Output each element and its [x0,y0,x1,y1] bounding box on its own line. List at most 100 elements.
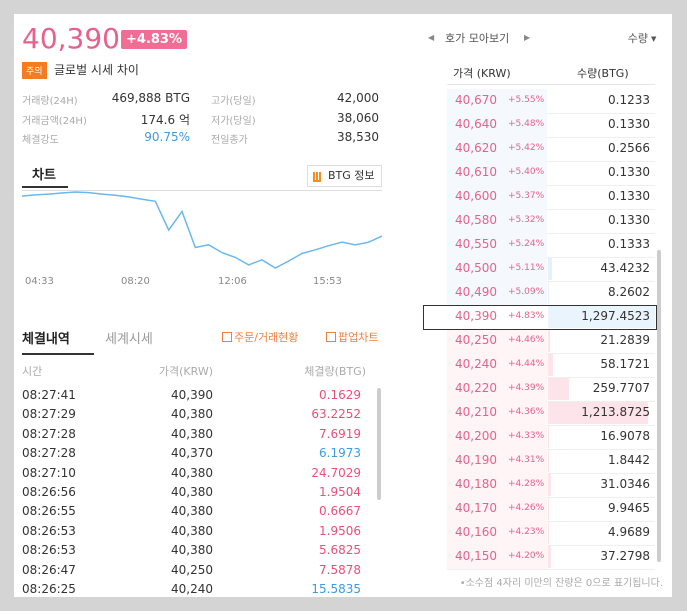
row-bg [447,377,547,401]
book-pct: +4.26% [508,503,545,513]
book-qty[interactable]: 0.1330 [608,117,650,131]
book-price[interactable]: 40,170 [455,501,497,515]
stat-value: 174.6 억 [140,112,190,127]
trade-price: 40,390 [171,388,213,402]
row-bg [447,521,547,545]
book-qty[interactable]: 8.2602 [608,285,650,299]
trade-price: 40,240 [171,582,213,596]
trade-tab[interactable]: 세계시세 [105,332,153,347]
book-qty[interactable]: 9.9465 [608,501,650,515]
row-bg [447,353,547,377]
book-price[interactable]: 40,640 [455,117,497,131]
book-qty[interactable]: 43.4232 [600,261,650,275]
qty-bar [548,306,655,328]
book-price[interactable]: 40,160 [455,525,497,539]
book-qty[interactable]: 0.1333 [608,237,650,251]
stat-value: 38,530 [337,130,379,144]
book-qty[interactable]: 16.9078 [600,429,650,443]
trade-link[interactable]: 주문/거래현황 [234,331,299,344]
book-price[interactable]: 40,670 [455,93,497,107]
scrollbar [657,250,661,562]
book-price[interactable]: 40,210 [455,405,497,419]
book-price[interactable]: 40,620 [455,141,497,155]
book-qty[interactable]: 0.1330 [608,165,650,179]
book-price[interactable]: 40,200 [455,429,497,443]
trade-tab[interactable]: 체결내역 [22,328,94,355]
trade-link[interactable]: 팝업차트 [338,331,379,344]
book-pct: +4.23% [508,527,545,537]
book-rule [447,569,655,570]
change-badge: +4.83% [121,30,187,49]
book-qty[interactable]: 4.9689 [608,525,650,539]
arrow: ◀ [428,33,435,42]
book-qty[interactable]: 31.0346 [600,477,650,491]
book-rule [447,353,655,354]
book-title[interactable]: 호가 모아보기 [445,32,510,45]
row-bg [447,425,547,449]
book-pct: +4.39% [508,383,545,393]
book-rule [447,521,655,522]
link-icon [222,332,232,342]
info-button-text[interactable]: BTG 정보 [328,169,375,182]
book-pct: +5.40% [508,167,545,177]
book-header: 가격 (KRW) [453,67,511,80]
book-qty[interactable]: 0.1330 [608,189,650,203]
row-bg [447,497,547,521]
book-sort[interactable]: 수량 [627,32,648,45]
qty-bar [548,378,570,400]
book-price[interactable]: 40,240 [455,357,497,371]
book-price[interactable]: 40,180 [455,477,497,491]
book-pct: +4.46% [508,335,545,345]
book-qty[interactable]: 1.8442 [608,453,650,467]
book-pct: +5.09% [508,287,545,297]
book-qty[interactable]: 58.1721 [600,357,650,371]
book-pct: +5.48% [508,119,545,129]
book-qty[interactable]: 1,213.8725 [581,405,650,419]
book-price[interactable]: 40,550 [455,237,497,251]
warning-text: 글로벌 시세 차이 [54,63,139,77]
book-rule [447,137,655,138]
book-rule [447,401,655,402]
price-chart [22,191,383,269]
book-pct: +4.20% [508,551,545,561]
book-price[interactable]: 40,580 [455,213,497,227]
row-bg [447,401,547,425]
book-pct: +4.83% [508,311,545,321]
trade-price: 40,380 [171,504,213,519]
trade-qty: 1.9504 [319,485,361,499]
book-qty[interactable]: 0.1233 [608,93,650,107]
row-bg [447,137,547,161]
book-rule [447,377,655,378]
book-price[interactable]: 40,490 [455,285,497,299]
trade-qty: 5.6825 [319,543,361,558]
chart-tab[interactable]: 차트 [22,164,68,188]
book-price[interactable]: 40,220 [455,381,497,395]
info-button[interactable]: BTG 정보 [307,165,382,187]
row-bg [447,329,547,353]
trade-time: 08:27:29 [22,407,76,422]
trade-time: 08:27:28 [22,426,76,441]
book-price[interactable]: 40,600 [455,189,497,203]
book-qty[interactable]: 1,297.4523 [581,309,650,323]
trade-time: 08:26:47 [22,562,76,577]
book-rule [447,257,655,258]
book-rule [447,233,655,234]
book-qty[interactable]: 0.1330 [608,213,650,227]
trade-qty: 63.2252 [311,407,361,422]
book-qty[interactable]: 259.7707 [592,381,650,395]
book-qty[interactable]: 0.2566 [608,141,650,155]
qty-bar [548,474,551,496]
book-qty[interactable]: 37.2798 [600,549,650,563]
book-price[interactable]: 40,250 [455,333,497,347]
book-price[interactable]: 40,610 [455,165,497,179]
book-price[interactable]: 40,150 [455,549,497,563]
trade-price: 40,250 [171,562,213,577]
book-qty[interactable]: 21.2839 [600,333,650,347]
x-tick-label: 12:06 [218,276,247,287]
book-price[interactable]: 40,190 [455,453,497,467]
trade-price: 40,380 [171,465,213,480]
book-price[interactable]: 40,500 [455,261,497,275]
book-price[interactable]: 40,390 [455,309,497,323]
book-rule [447,449,655,450]
